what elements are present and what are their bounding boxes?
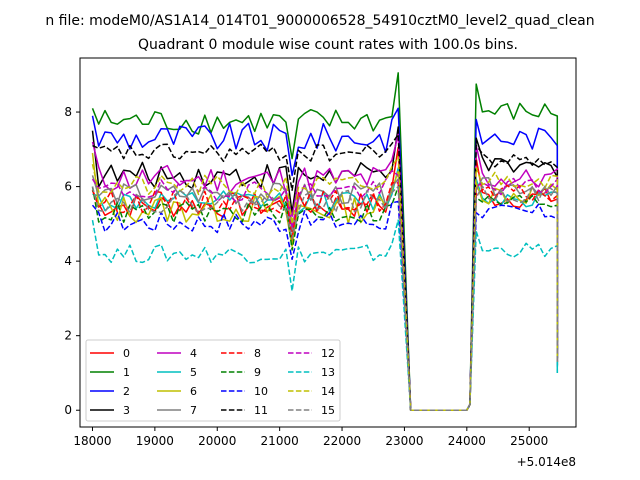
y-tick-label: 2 [64,329,72,343]
series-line-7 [91,175,559,411]
series-line-15 [91,185,559,411]
legend-label-2: 2 [123,385,130,398]
legend-label-11: 11 [254,404,268,417]
x-tick-label: 19000 [136,434,174,448]
legend-label-14: 14 [321,385,335,398]
legend-box [85,339,341,422]
y-tick-label: 8 [64,105,72,119]
y-axis: 0 2 4 6 8 [64,105,80,417]
x-tick-label: 25000 [510,434,548,448]
legend-label-13: 13 [321,366,335,379]
x-axis: 18000 19000 20000 21000 22000 23000 24000 25000 [73,427,548,448]
legend-label-10: 10 [254,385,268,398]
x-tick-label: 22000 [323,434,361,448]
legend-label-7: 7 [190,404,197,417]
x-tick-label: 18000 [73,434,111,448]
y-tick-label: 6 [64,180,72,194]
x-tick-label: 21000 [261,434,299,448]
x-offset-label: +5.014e8 [517,455,576,469]
legend-label-1: 1 [123,366,130,379]
series-line-14 [91,156,559,411]
legend-label-12: 12 [321,347,335,360]
legend-label-0: 0 [123,347,130,360]
legend-label-3: 3 [123,404,130,417]
x-tick-label: 20000 [198,434,236,448]
plot-frame [79,57,577,428]
series-line-4 [91,133,559,411]
x-tick-label: 24000 [448,434,486,448]
legend-label-9: 9 [254,366,261,379]
legend-label-4: 4 [190,347,197,360]
legend-label-6: 6 [190,385,197,398]
series-lines [91,72,559,411]
y-tick-label: 0 [64,403,72,417]
series-line-10 [91,200,559,411]
series-line-2 [91,107,559,411]
legend-label-15: 15 [321,404,335,417]
series-line-9 [91,185,559,411]
y-tick-label: 4 [64,254,72,268]
series-line-12 [91,169,559,411]
series-line-11 [92,133,559,411]
x-tick-label: 23000 [385,434,423,448]
legend-label-5: 5 [190,366,197,379]
series-line-13 [91,219,559,411]
series-line-1 [91,72,559,411]
series-line-3 [91,126,559,411]
chart-suptitle: n file: modeM0/AS1A14_014T01_9000006528_… [45,13,594,29]
legend-label-8: 8 [254,347,261,360]
chart-title: Quadrant 0 module wise count rates with … [138,37,518,53]
